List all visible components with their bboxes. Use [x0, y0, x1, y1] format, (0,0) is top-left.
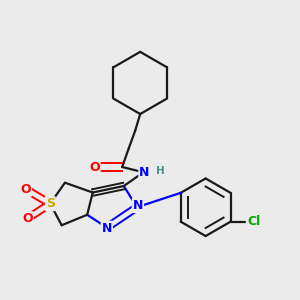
Text: N: N: [139, 166, 150, 179]
Text: O: O: [89, 160, 100, 173]
Text: N: N: [102, 222, 112, 235]
Text: H: H: [156, 166, 165, 176]
Text: Cl: Cl: [248, 215, 261, 228]
Text: S: S: [46, 197, 55, 210]
Text: N: N: [133, 199, 143, 212]
Text: O: O: [22, 212, 33, 225]
Text: O: O: [20, 183, 31, 196]
